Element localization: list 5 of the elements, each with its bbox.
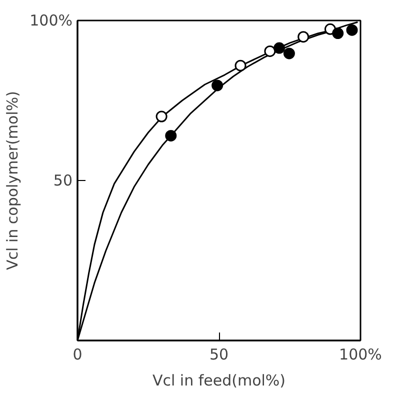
x-axis-title: Vcl in feed(mol%) [152, 372, 286, 390]
y-axis-title: Vcl in copolymer(mol%) [4, 91, 22, 270]
x-tick-label: 100% [339, 346, 382, 364]
x-tick-label: 0 [72, 346, 82, 364]
x-tick-label: 50 [209, 346, 229, 364]
